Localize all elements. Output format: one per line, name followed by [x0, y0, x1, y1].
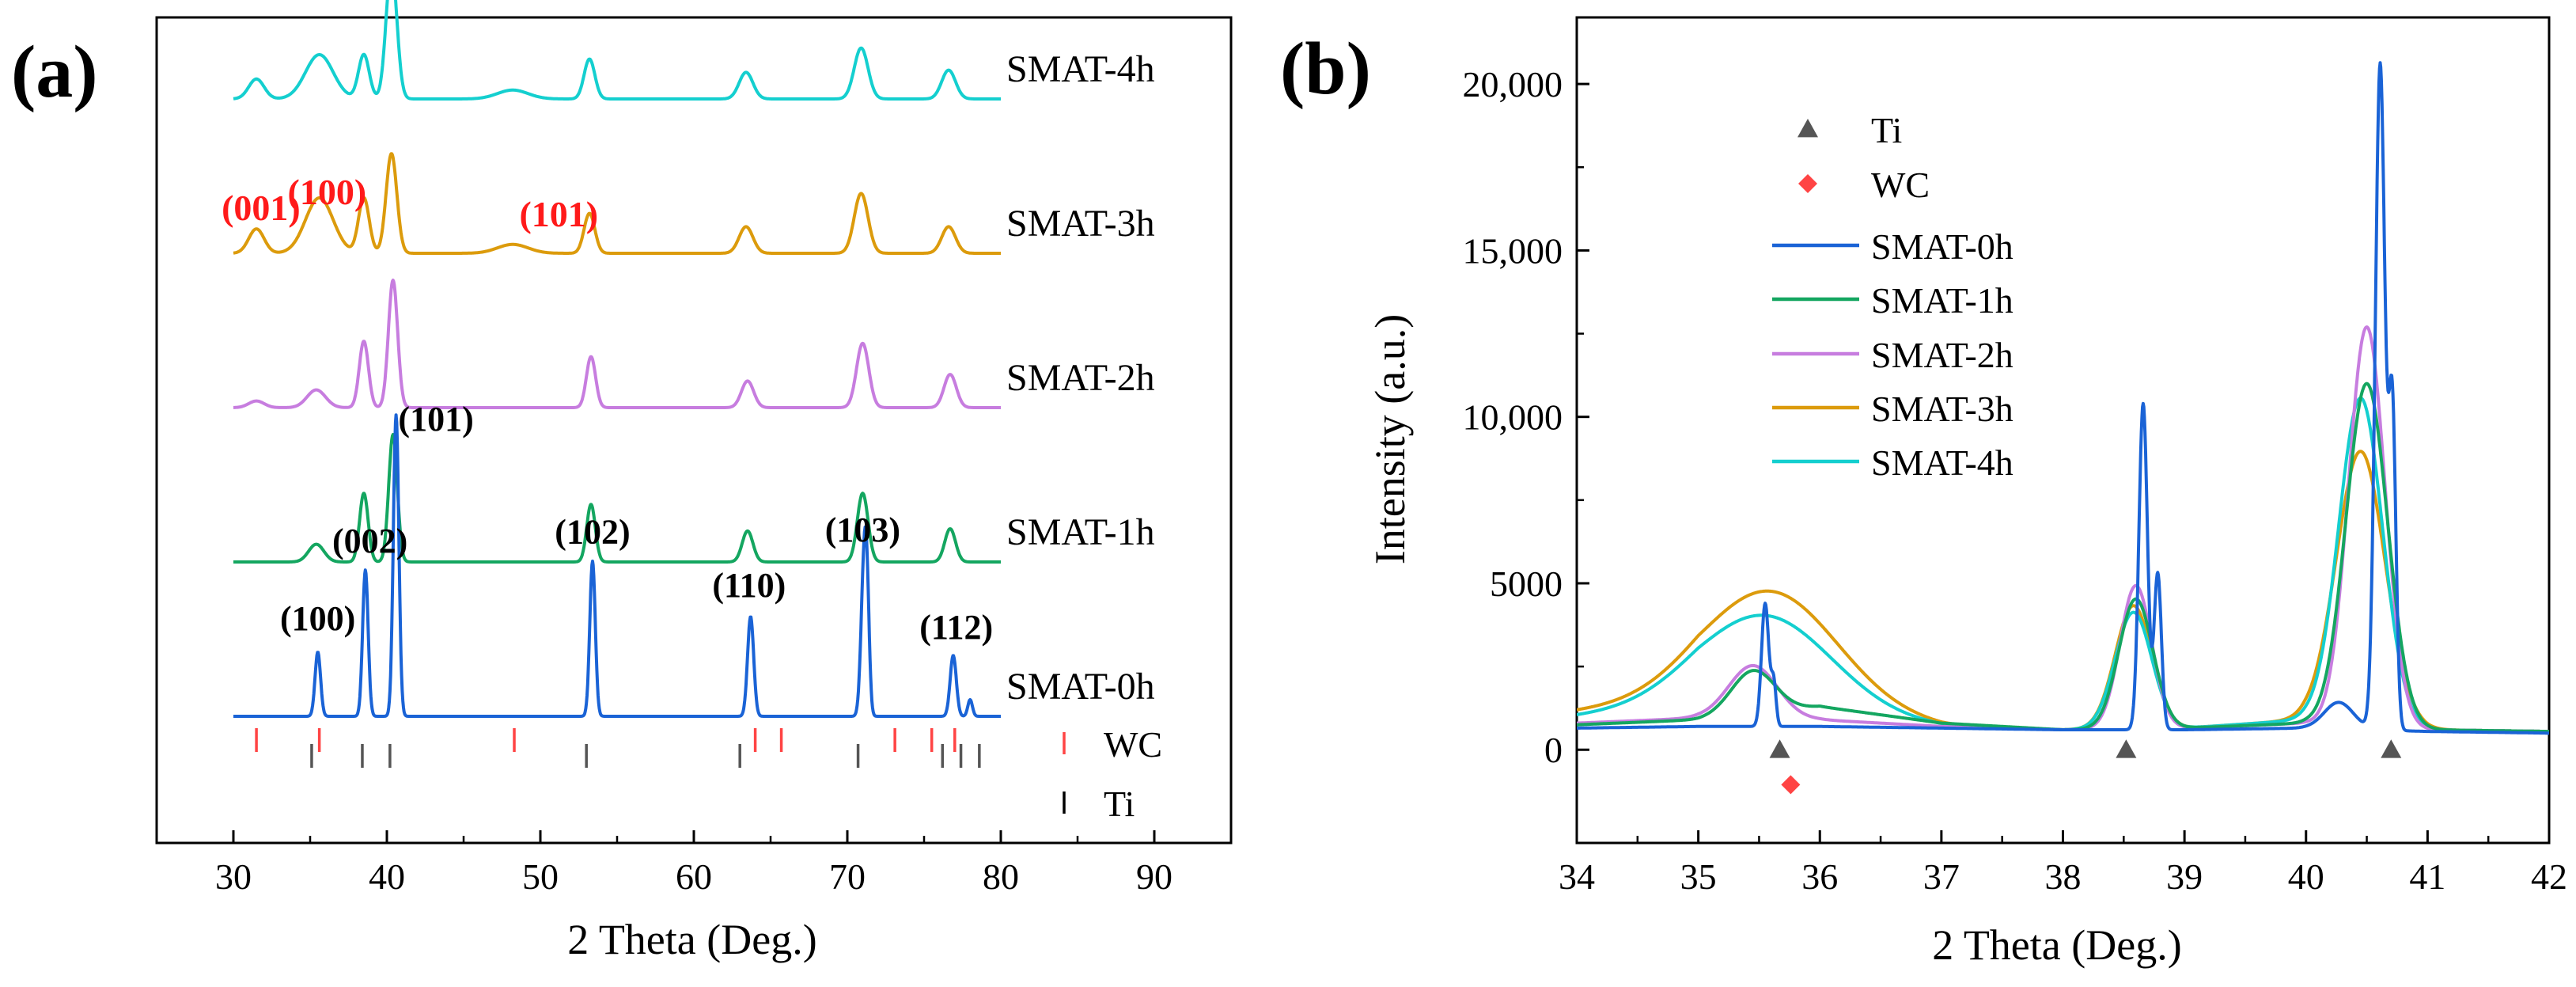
panel-a-x-tick-label: 50: [522, 856, 559, 897]
legend-b-smat-1h-label: SMAT-1h: [1871, 280, 2013, 321]
hkl-annotation: (101): [398, 400, 473, 438]
hkl-annotation: (112): [919, 608, 993, 647]
series-line-smat-1h: [232, 433, 1002, 564]
panel-b-plot-area: 34 35 36 37 38 39 40 41 42 0 5000 10,000 15,000 20,00…: [1463, 16, 2567, 897]
series-label-smat-0h: SMAT-0h: [1006, 666, 1155, 708]
series-label-smat-4h: SMAT-4h: [1006, 48, 1155, 90]
panel-b: (b) 34 35 36 37 38 39 40 41 42 0 5000 10,000 15,000 2…: [1280, 16, 2567, 969]
legend-b-smat-0h-label: SMAT-0h: [1871, 226, 2013, 267]
panel-b-x-tick-label: 42: [2531, 856, 2567, 897]
panel-b-ylabel: Intensity (a.u.): [1366, 314, 1414, 564]
panel-b-x-tick-label: 36: [1801, 856, 1838, 897]
panel-a-xlabel: 2 Theta (Deg.): [567, 916, 816, 963]
legend-b-wc-label: WC: [1871, 165, 1930, 205]
hkl-annotation: (110): [712, 566, 786, 605]
hkl-annotation: (100): [280, 599, 355, 638]
panel-b-y-tick-label: 10,000: [1463, 397, 1563, 438]
panel-a: (a) 30 40 50 60 70 80 90 SMAT-4h SMAT-3h SMAT-2h S…: [11, 0, 1233, 963]
hkl-annotation: (001): [222, 188, 301, 228]
series-line-smat-4h: [232, 0, 1002, 101]
legend-a-label-wc: WC: [1104, 724, 1162, 765]
panel-b-x-tick-label: 37: [1923, 856, 1960, 897]
series-line-smat-0h: [232, 413, 1002, 718]
series-line-smat-3h: [232, 152, 1002, 255]
panel-a-x-tick-label: 80: [983, 856, 1019, 897]
legend-b-ti-symbol: [1798, 119, 1818, 138]
panel-b-x-tick-label: 40: [2288, 856, 2324, 897]
series-b-line-smat-0h: [1577, 61, 2549, 735]
hkl-annotation: (101): [519, 194, 598, 234]
panel-a-x-tick-label: 30: [215, 856, 252, 897]
panel-a-x-tick-label: 60: [676, 856, 712, 897]
legend-b-ti-label: Ti: [1871, 110, 1902, 150]
ti-marker: [2381, 739, 2402, 758]
panel-a-x-tick-label: 70: [829, 856, 866, 897]
legend-b-smat-3h-label: SMAT-3h: [1871, 389, 2013, 429]
legend-b-wc-symbol: [1798, 174, 1817, 193]
hkl-annotation: (100): [288, 172, 367, 212]
legend-b-smat-4h-label: SMAT-4h: [1871, 442, 2013, 483]
panel-b-y-tick-label: 0: [1544, 730, 1563, 770]
series-label-smat-1h: SMAT-1h: [1006, 511, 1155, 553]
panel-b-x-tick-label: 38: [2045, 856, 2082, 897]
series-label-smat-2h: SMAT-2h: [1006, 357, 1155, 399]
series-line-smat-2h: [232, 279, 1002, 409]
panel-a-label: (a): [11, 31, 98, 113]
panel-a-x-tick-label: 90: [1136, 856, 1172, 897]
panel-a-plot-area: 30 40 50 60 70 80 90 SMAT-4h SMAT-3h SMAT-2h SMAT-…: [155, 0, 1233, 897]
panel-b-y-tick-label: 5000: [1490, 564, 1563, 604]
panel-b-xlabel: 2 Theta (Deg.): [1932, 921, 2181, 969]
panel-b-label: (b): [1280, 28, 1371, 110]
panel-b-x-tick-label: 34: [1559, 856, 1595, 897]
hkl-annotation: (102): [555, 513, 630, 552]
legend-a-label-ti: Ti: [1104, 784, 1135, 824]
panel-b-x-tick-label: 39: [2166, 856, 2203, 897]
panel-a-x-tick-label: 40: [369, 856, 405, 897]
panel-b-y-tick-label: 20,000: [1463, 64, 1563, 104]
series-label-smat-3h: SMAT-3h: [1006, 203, 1155, 245]
wc-marker: [1781, 775, 1801, 795]
panel-b-x-tick-label: 41: [2409, 856, 2445, 897]
panel-b-x-tick-label: 35: [1680, 856, 1717, 897]
hkl-annotation: (002): [332, 522, 407, 560]
legend-b-smat-2h-label: SMAT-2h: [1871, 335, 2013, 375]
panel-b-y-tick-label: 15,000: [1463, 230, 1563, 271]
hkl-annotation: (103): [825, 511, 900, 549]
ti-marker: [1769, 739, 1790, 758]
ti-marker: [2116, 739, 2137, 758]
